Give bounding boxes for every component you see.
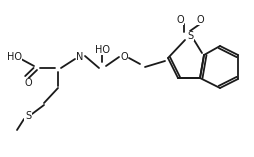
Text: O: O bbox=[120, 52, 128, 62]
Text: O: O bbox=[196, 15, 204, 25]
Text: HO: HO bbox=[7, 52, 22, 62]
Text: HO: HO bbox=[94, 45, 109, 55]
Text: O: O bbox=[176, 15, 184, 25]
Text: S: S bbox=[187, 31, 193, 41]
Text: S: S bbox=[25, 111, 31, 121]
Text: N: N bbox=[76, 52, 84, 62]
Text: O: O bbox=[24, 78, 32, 88]
